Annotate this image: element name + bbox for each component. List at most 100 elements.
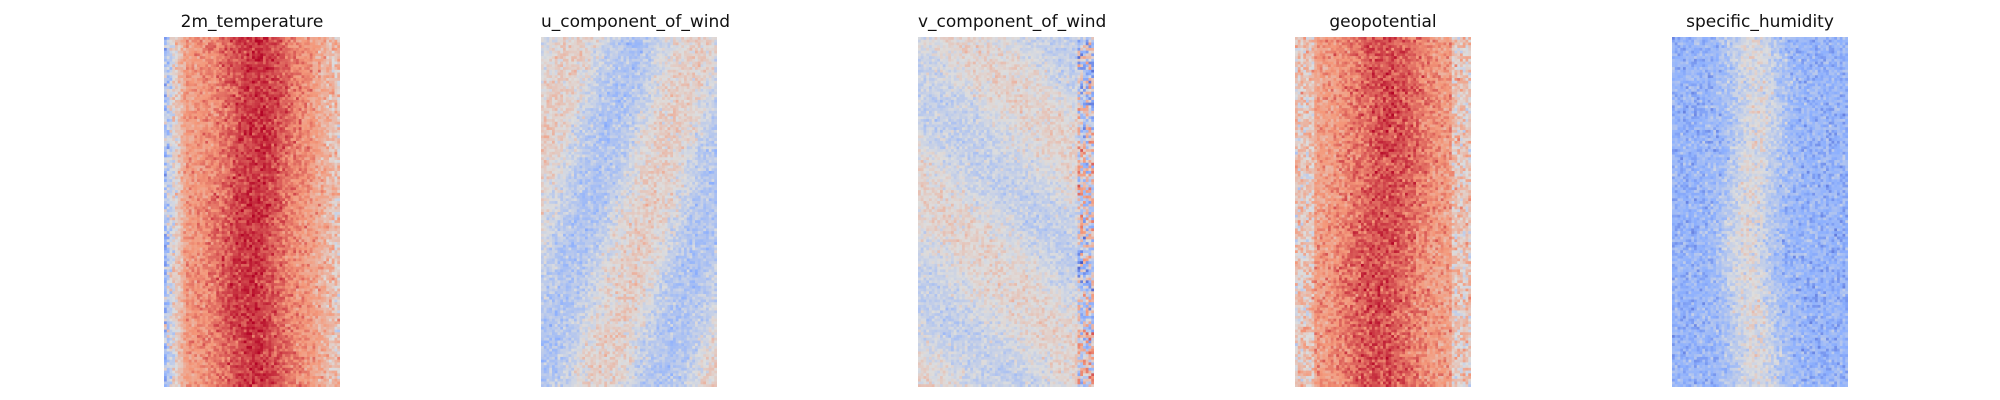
heatmap-cell: [183, 73, 186, 76]
heatmap-cell: [214, 133, 217, 136]
heatmap-cell: [326, 100, 329, 103]
heatmap-cell: [247, 163, 250, 166]
heatmap-cell: [307, 231, 310, 234]
heatmap-cell: [299, 75, 302, 78]
heatmap-cell: [222, 223, 225, 226]
heatmap-cell: [337, 37, 340, 40]
heatmap-cell: [164, 108, 167, 111]
heatmap-cell: [258, 152, 261, 155]
heatmap-cell: [194, 37, 197, 40]
heatmap-cell: [203, 228, 206, 231]
heatmap-cell: [247, 40, 250, 43]
heatmap-cell: [236, 127, 239, 130]
heatmap-cell: [291, 42, 294, 45]
heatmap-cell: [296, 168, 299, 171]
heatmap-cell: [244, 119, 247, 122]
heatmap-cell: [183, 56, 186, 59]
heatmap-cell: [205, 201, 208, 204]
heatmap-cell: [313, 226, 316, 229]
heatmap-cell: [266, 97, 269, 100]
heatmap-cell: [236, 37, 239, 40]
heatmap-cell: [269, 193, 272, 196]
heatmap-cell: [178, 111, 181, 114]
heatmap-cell: [249, 155, 252, 158]
heatmap-cell: [307, 176, 310, 179]
heatmap-cell: [266, 48, 269, 51]
heatmap-cell: [175, 149, 178, 152]
heatmap-cell: [238, 56, 241, 59]
heatmap-cell: [241, 220, 244, 223]
heatmap-cell: [280, 190, 283, 193]
heatmap-cell: [233, 97, 236, 100]
heatmap-cell: [285, 166, 288, 169]
heatmap-cell: [186, 149, 189, 152]
heatmap-cell: [164, 226, 167, 229]
heatmap-cell: [208, 67, 211, 70]
heatmap-cell: [318, 78, 321, 81]
heatmap-cell: [189, 155, 192, 158]
heatmap-cell: [227, 40, 230, 43]
heatmap-cell: [315, 248, 318, 251]
heatmap-cell: [172, 114, 175, 117]
heatmap-cell: [326, 138, 329, 141]
heatmap-cell: [260, 70, 263, 73]
heatmap-cell: [304, 185, 307, 188]
heatmap-cell: [296, 166, 299, 169]
heatmap-cell: [332, 185, 335, 188]
heatmap-cell: [219, 116, 222, 119]
heatmap-cell: [203, 133, 206, 136]
heatmap-cell: [269, 138, 272, 141]
heatmap-cell: [205, 196, 208, 199]
heatmap-cell: [222, 245, 225, 248]
heatmap-cell: [181, 174, 184, 177]
heatmap-cell: [225, 157, 228, 160]
heatmap-cell: [238, 231, 241, 234]
heatmap-cell: [337, 168, 340, 171]
heatmap-cell: [227, 196, 230, 199]
heatmap-cell: [291, 45, 294, 48]
heatmap-cell: [164, 176, 167, 179]
heatmap-cell: [329, 75, 332, 78]
heatmap-cell: [332, 215, 335, 218]
heatmap-cell: [269, 116, 272, 119]
heatmap-cell: [269, 89, 272, 92]
heatmap-cell: [175, 193, 178, 196]
heatmap-cell: [211, 160, 214, 163]
heatmap-cell: [335, 83, 338, 86]
heatmap-cell: [291, 215, 294, 218]
heatmap-cell: [227, 103, 230, 106]
heatmap-cell: [263, 193, 266, 196]
heatmap-cell: [211, 223, 214, 226]
heatmap-cell: [329, 119, 332, 122]
heatmap-cell: [277, 70, 280, 73]
heatmap-cell: [291, 196, 294, 199]
heatmap-cell: [329, 92, 332, 95]
heatmap-cell: [252, 239, 255, 242]
heatmap-cell: [329, 171, 332, 174]
heatmap-cell: [230, 114, 233, 117]
heatmap-cell: [288, 234, 291, 237]
heatmap-cell: [313, 73, 316, 76]
heatmap-cell: [247, 245, 250, 248]
heatmap-cell: [260, 160, 263, 163]
heatmap-cell: [244, 248, 247, 251]
heatmap-cell: [238, 166, 241, 169]
heatmap-cell: [225, 163, 228, 166]
heatmap-cell: [241, 223, 244, 226]
heatmap-cell: [178, 171, 181, 174]
heatmap-cell: [335, 94, 338, 97]
heatmap-cell: [310, 122, 313, 125]
heatmap-cell: [200, 179, 203, 182]
heatmap-cell: [244, 105, 247, 108]
heatmap-cell: [238, 157, 241, 160]
heatmap-cell: [280, 135, 283, 138]
heatmap-cell: [335, 42, 338, 45]
heatmap-cell: [219, 70, 222, 73]
heatmap-cell: [293, 242, 296, 245]
heatmap-cell: [263, 234, 266, 237]
heatmap-cell: [225, 67, 228, 70]
heatmap-cell: [258, 179, 261, 182]
heatmap-cell: [233, 56, 236, 59]
heatmap-cell: [258, 86, 261, 89]
heatmap-cell: [230, 92, 233, 95]
